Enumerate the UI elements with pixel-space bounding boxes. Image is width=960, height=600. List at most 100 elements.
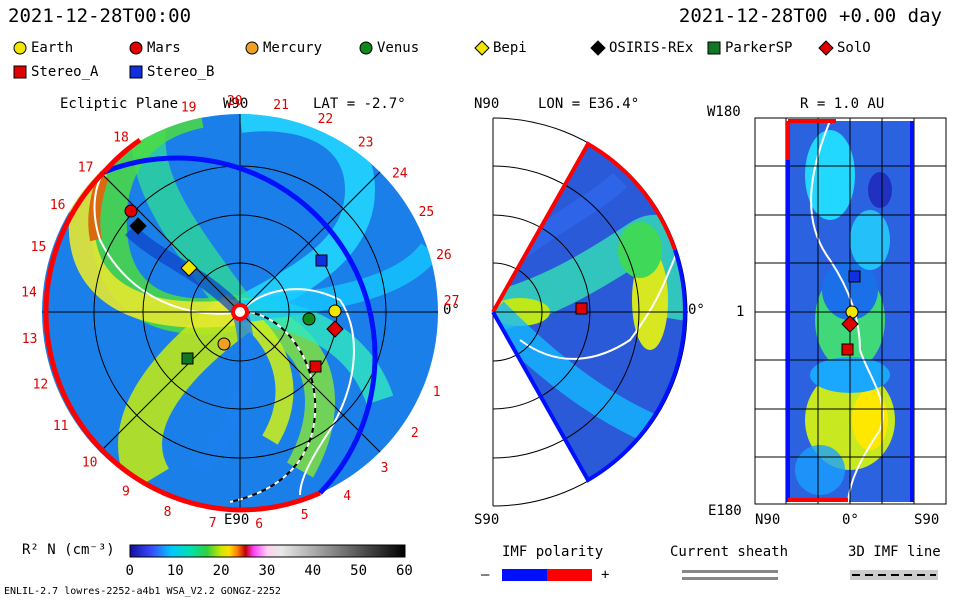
sector-label: 15 — [31, 240, 47, 255]
legend-label: Bepi — [493, 40, 527, 56]
sector-label: 5 — [301, 508, 309, 523]
colorbar-tick: 20 — [212, 563, 230, 579]
current-sheath-label: Current sheath — [670, 544, 789, 560]
legend-item-stereo-a: Stereo_A — [12, 64, 98, 80]
diamond-icon — [474, 40, 490, 56]
legend-item-earth: Earth — [12, 40, 73, 56]
circle-icon — [359, 41, 373, 55]
radial-bottom-label: E180 — [708, 503, 742, 519]
ecliptic-title: Ecliptic Plane — [60, 96, 179, 112]
legend-label: Stereo_A — [31, 64, 99, 80]
square-icon — [13, 65, 27, 79]
circle-icon — [13, 41, 27, 55]
sector-label: 12 — [33, 377, 49, 392]
radial-x-label-s90: S90 — [914, 512, 940, 528]
sector-label: 21 — [273, 98, 289, 113]
mer-stereo-a-marker — [575, 302, 588, 315]
current-sheath-swatch-top — [682, 570, 778, 573]
radial-mid-label: 1 — [736, 304, 745, 320]
sector-label: 13 — [22, 332, 38, 347]
polarity-minus-label: – — [481, 567, 490, 583]
sector-label: 26 — [436, 248, 452, 263]
sector-label: 20 — [227, 94, 243, 109]
polarity-positive-swatch — [547, 569, 592, 581]
sector-label: 10 — [82, 456, 98, 471]
square-icon — [129, 65, 143, 79]
rad-earth-marker — [845, 305, 859, 319]
colorbar-label: R² N (cm⁻³) — [22, 542, 115, 558]
meridional-right-label: 0° — [688, 302, 705, 318]
sector-label: 16 — [50, 198, 66, 213]
rad-solo-marker — [841, 315, 859, 333]
sector-label: 9 — [122, 485, 130, 500]
legend-item-mars: Mars — [128, 40, 181, 56]
legend-item-osiris-rex: OSIRIS-REx — [590, 40, 693, 56]
imf-line-label: 3D IMF line — [848, 544, 941, 560]
meridional-top-label: N90 — [474, 96, 500, 112]
legend-item-venus: Venus — [358, 40, 419, 56]
circle-icon — [245, 41, 259, 55]
diamond-icon — [590, 40, 606, 56]
meridional-panel — [491, 117, 688, 507]
ecl-bepi-marker — [180, 259, 198, 277]
radial-x-label-0: 0° — [842, 512, 859, 528]
ecliptic-lat-label: LAT = -2.7° — [313, 96, 406, 112]
ecl-stereo-a-marker — [309, 360, 322, 373]
ecliptic-sector-labels: 19 20 212223242526271234567891011121314151… — [21, 94, 459, 532]
radial-panel — [754, 117, 947, 505]
polarity-plus-label: + — [601, 567, 610, 583]
date-right: 2021-12-28T00 +0.00 day — [678, 5, 942, 27]
diamond-icon — [818, 40, 834, 56]
date-left: 2021-12-28T00:00 — [8, 5, 192, 27]
ecl-parker-marker — [181, 352, 194, 365]
sector-label: 19 — [181, 100, 197, 115]
sector-label: 2 — [411, 426, 419, 441]
sector-label: 11 — [53, 419, 69, 434]
legend-label: Stereo_B — [147, 64, 215, 80]
ecl-stereo-b-marker — [315, 254, 328, 267]
legend-item-solo: SolO — [818, 40, 871, 56]
ecl-osiris-marker — [129, 217, 147, 235]
ecl-mars-marker — [124, 204, 138, 218]
radial-top-label: W180 — [707, 104, 741, 120]
colorbar-tick: 30 — [258, 563, 276, 579]
colorbar-tick: 50 — [350, 563, 368, 579]
model-info: ENLIL-2.7 lowres-2252-a4b1 WSA_V2.2 GONG… — [4, 586, 281, 597]
sector-label: 27 — [444, 294, 460, 309]
sector-label: 23 — [358, 135, 374, 150]
sector-label: 4 — [343, 489, 351, 504]
ecliptic-bottom-label: E90 — [224, 512, 250, 528]
ecl-solo-marker — [326, 320, 344, 338]
sector-label: 25 — [419, 205, 435, 220]
legend-label: Mercury — [263, 40, 323, 56]
radial-x-label-n90: N90 — [755, 512, 781, 528]
radial-r-label: R = 1.0 AU — [800, 96, 885, 112]
legend-item-stereo-b: Stereo_B — [128, 64, 214, 80]
legend-label: ParkerSP — [725, 40, 793, 56]
colorbar-tick: 40 — [304, 563, 322, 579]
legend-item-parkersp: ParkerSP — [706, 40, 792, 56]
sector-label: 3 — [381, 461, 389, 476]
legend-label: Venus — [377, 40, 420, 56]
ecl-venus-marker — [302, 312, 316, 326]
sector-label: 7 — [209, 516, 217, 531]
rad-stereo-b-marker — [848, 270, 861, 283]
meridional-lon-label: LON = E36.4° — [538, 96, 640, 112]
ecliptic-right-label: 0° — [443, 302, 460, 318]
legend-label: OSIRIS-REx — [609, 40, 694, 56]
sector-label: 22 — [318, 112, 334, 127]
ecl-earth-marker — [328, 304, 342, 318]
colorbar-tick: 60 — [396, 563, 413, 579]
current-sheath-swatch-bottom — [682, 577, 778, 580]
sector-label: 1 — [433, 385, 441, 400]
imf-polarity-label: IMF polarity — [502, 544, 604, 560]
sector-label: 8 — [164, 505, 172, 520]
legend-label: Earth — [31, 40, 74, 56]
colorbar-tick: 10 — [166, 563, 184, 579]
rad-stereo-a-marker — [841, 343, 854, 356]
colorbar — [129, 544, 406, 558]
sector-label: 17 — [78, 161, 94, 176]
sector-label: 24 — [392, 167, 408, 182]
legend-label: SolO — [837, 40, 871, 56]
